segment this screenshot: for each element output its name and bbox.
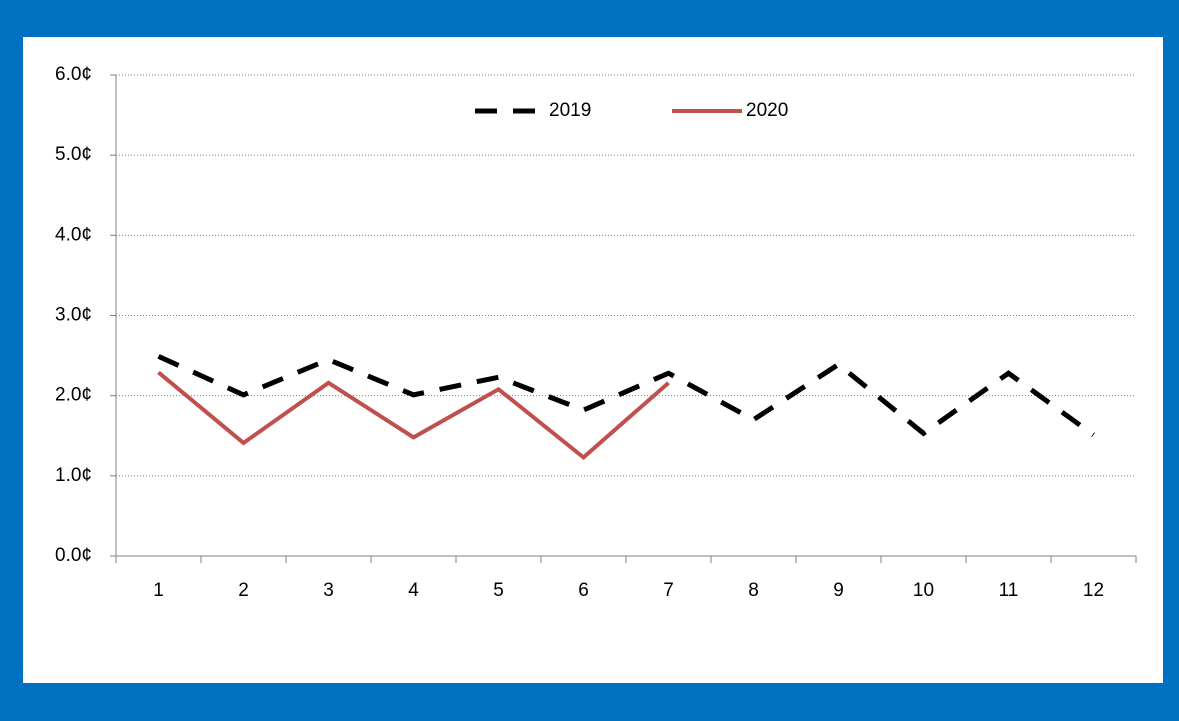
y-tick-label: 5.0¢ (55, 144, 92, 165)
x-tick-label: 5 (493, 580, 504, 601)
legend-label: 2020 (746, 100, 788, 121)
x-tick-label: 4 (408, 580, 419, 601)
x-tick-label: 3 (323, 580, 334, 601)
series-line (157, 370, 670, 461)
x-tick-label: 12 (1083, 580, 1104, 601)
x-tick-label: 2 (238, 580, 249, 601)
y-tick-label: 1.0¢ (55, 465, 92, 486)
y-tick-label: 2.0¢ (55, 385, 92, 406)
x-tick-label: 7 (663, 580, 674, 601)
y-tick-label: 0.0¢ (55, 545, 92, 566)
y-tick-label: 3.0¢ (55, 305, 92, 326)
x-tick-label: 10 (913, 580, 934, 601)
series-line (157, 354, 1095, 437)
x-tick-label: 1 (153, 580, 164, 601)
y-tick-label: 4.0¢ (55, 224, 92, 245)
x-tick-label: 9 (833, 580, 844, 601)
y-tick-label: 6.0¢ (55, 64, 92, 85)
x-tick-label: 8 (748, 580, 759, 601)
legend-label: 2019 (549, 100, 591, 121)
x-tick-label: 6 (578, 580, 589, 601)
x-tick-label: 11 (999, 580, 1019, 601)
chart-area (23, 37, 1163, 683)
